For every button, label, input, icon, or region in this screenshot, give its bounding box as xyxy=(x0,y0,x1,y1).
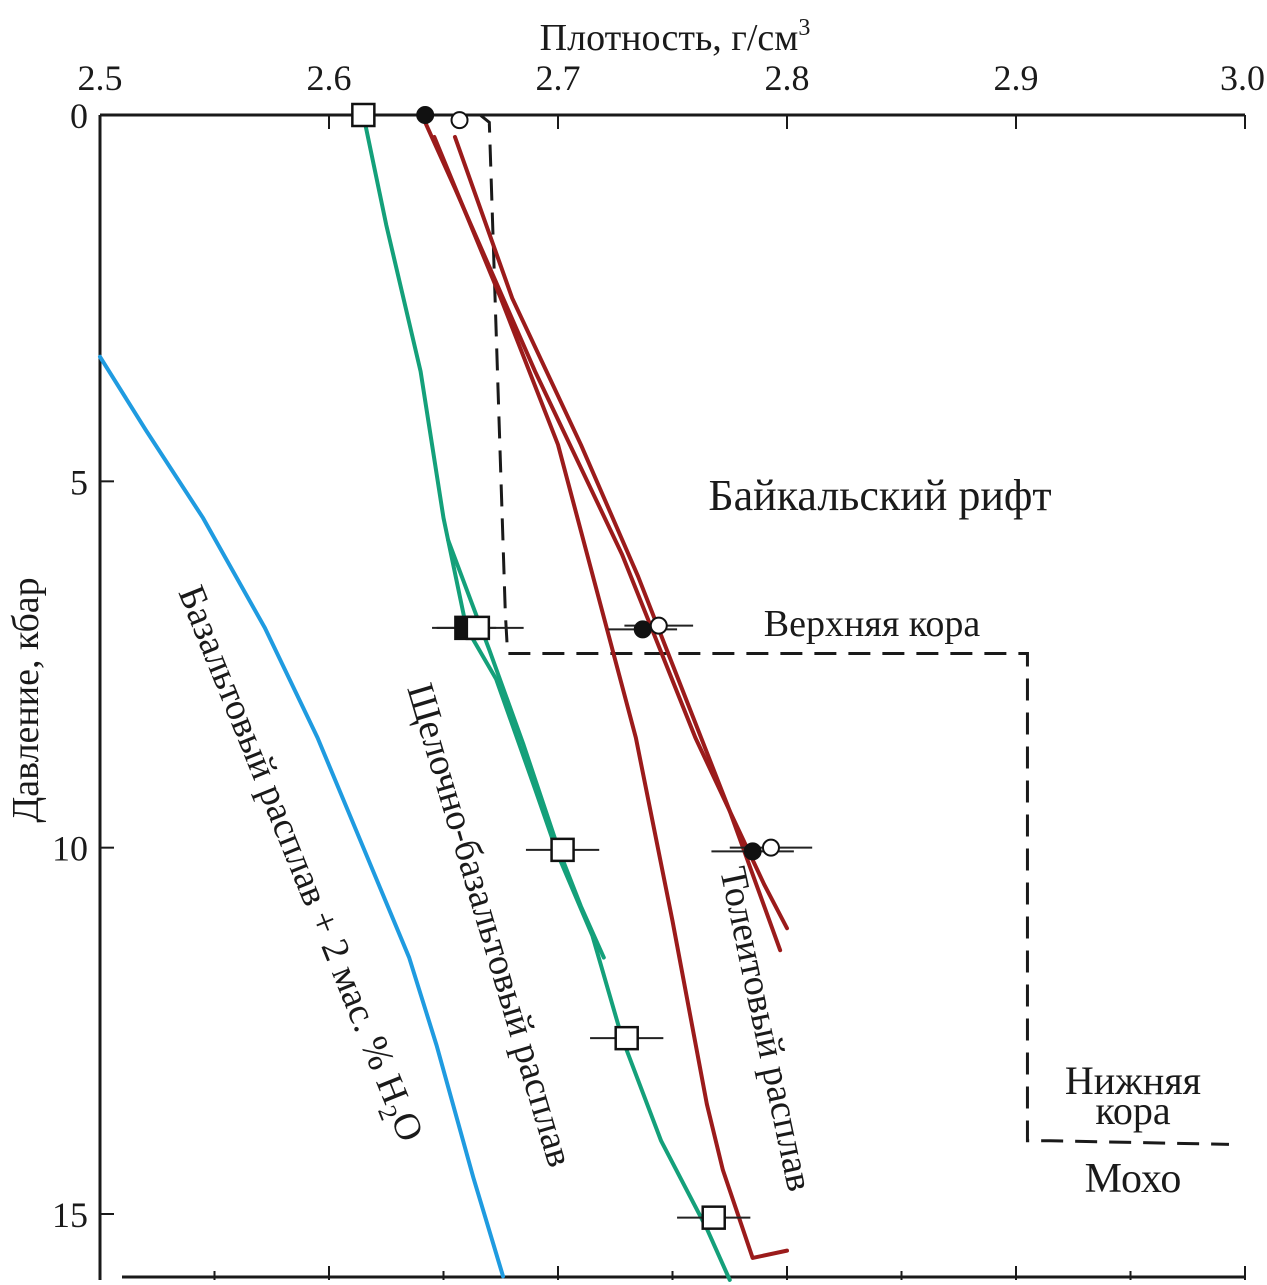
circle-marker xyxy=(633,620,652,639)
square-marker xyxy=(351,102,376,128)
x-tick-label: 2.6 xyxy=(307,58,352,98)
x-axis-title-main: Плотность, г/см xyxy=(540,17,799,59)
crust-profile-dashed-line xyxy=(479,113,1230,1146)
label-lower-crust-line2: кора xyxy=(1095,1088,1170,1133)
x-tick-label: 3.0 xyxy=(1220,58,1265,98)
circle-marker xyxy=(743,842,762,861)
square-marker xyxy=(701,1205,726,1230)
x-axis-title-superscript: 3 xyxy=(798,15,810,41)
label-alkali-basalt-melt: Щелочно-базальтовый расплав xyxy=(398,679,581,1172)
square-marker xyxy=(465,615,491,641)
ticks xyxy=(99,114,1246,1280)
circle-marker xyxy=(416,106,435,124)
x-tick-label: 2.7 xyxy=(536,58,581,98)
y-axis-title: Давление, кбар xyxy=(5,577,47,822)
label-baikal-rift: Байкальский рифт xyxy=(708,471,1051,520)
label-moho: Мохо xyxy=(1085,1156,1182,1202)
x-tick-label: 2.9 xyxy=(994,58,1039,98)
label-lower-crust-line1: Нижняя xyxy=(1065,1058,1201,1103)
x-tick-label: 2.5 xyxy=(78,58,123,98)
basalt_h2o-curve xyxy=(98,354,506,1279)
y-tick-label: 10 xyxy=(52,829,88,869)
tholeiite-curve xyxy=(452,134,783,953)
label-basalt-h2o-melt: Базальтовый расплав + 2 мас. % H2O xyxy=(164,580,432,1150)
x-axis-title: Плотность, г/см3 xyxy=(540,15,811,59)
circle-marker xyxy=(761,838,780,857)
circle-marker xyxy=(450,111,469,130)
axes xyxy=(98,113,1245,1280)
label-basalt-h2o-main: Базальтовый расплав + 2 мас. % H xyxy=(170,580,417,1110)
square-marker xyxy=(550,837,575,863)
melt-density-curves xyxy=(98,113,789,1282)
y-tick-label: 15 xyxy=(52,1195,88,1235)
tholeiite-curve xyxy=(432,134,789,1260)
label-upper-crust: Верхняя кора xyxy=(764,603,981,645)
y-tick-label: 0 xyxy=(70,96,88,136)
square-marker xyxy=(614,1025,639,1051)
y-tick-label: 5 xyxy=(70,462,88,502)
x-tick-label: 2.8 xyxy=(765,58,810,98)
alkali-curve xyxy=(361,113,732,1282)
data-markers xyxy=(351,102,780,1230)
circle-marker xyxy=(649,616,668,635)
tick-labels: 2.5 2.6 2.7 2.8 2.9 3.0 0 5 10 15 xyxy=(52,58,1265,1235)
